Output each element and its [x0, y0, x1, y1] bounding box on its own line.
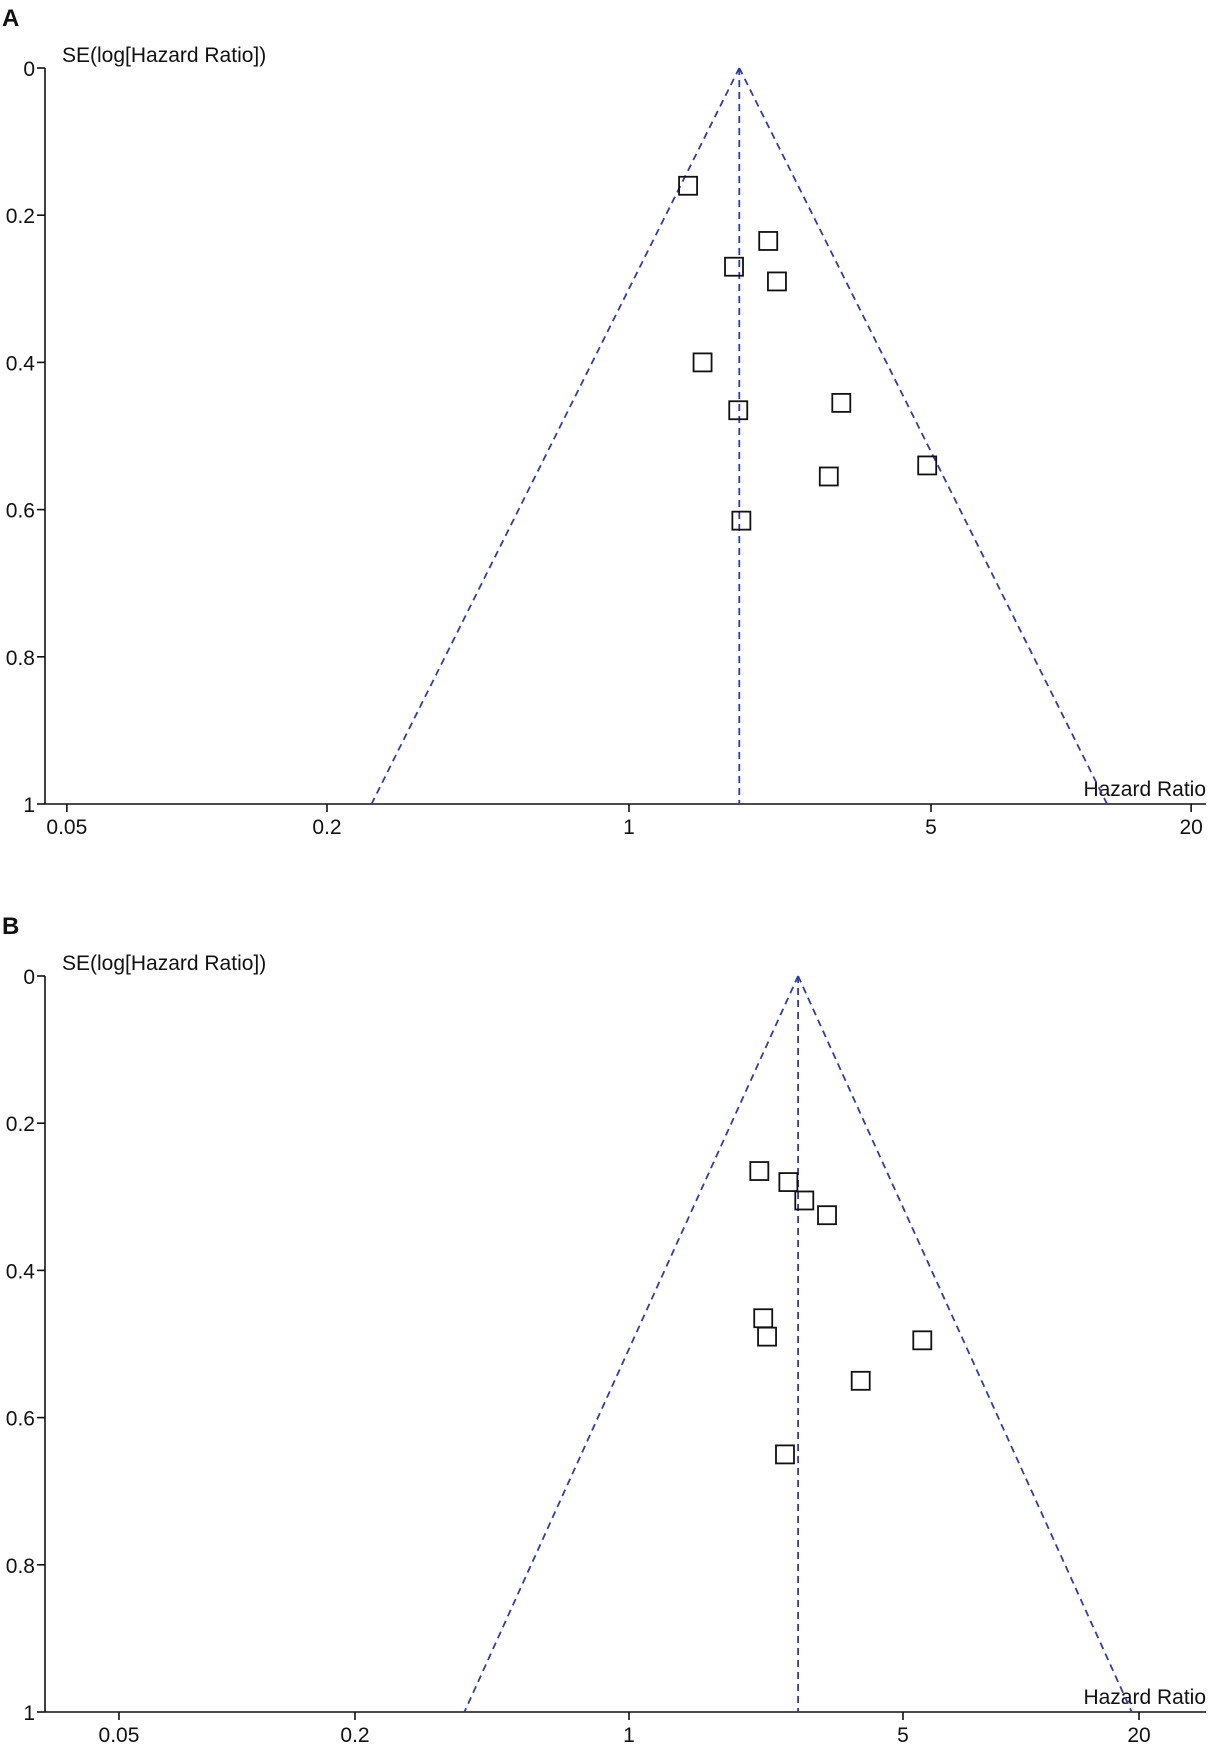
study-point — [728, 400, 749, 421]
study-point — [749, 1161, 770, 1181]
y-tick-label: 0.6 — [6, 1408, 35, 1431]
y-axis-title: SE(log[Hazard Ratio]) — [62, 952, 266, 975]
y-tick-label: 1 — [23, 794, 35, 817]
study-point — [778, 1172, 799, 1192]
study-point — [794, 1190, 815, 1211]
study-point — [678, 175, 698, 196]
study-point — [692, 352, 713, 373]
y-tick-label: 0 — [23, 966, 35, 989]
x-tick-label: 0.05 — [99, 1724, 140, 1747]
panel-letter: B — [2, 913, 19, 940]
x-tick-label: 20 — [1127, 1724, 1150, 1747]
y-tick-label: 0.8 — [6, 1555, 35, 1578]
y-tick-label: 1 — [23, 1702, 35, 1725]
y-tick-label: 0.2 — [6, 1113, 35, 1136]
x-axis-title: Hazard Ratio — [1083, 778, 1206, 801]
study-point — [731, 510, 752, 531]
study-point — [757, 1326, 777, 1347]
y-tick-label: 0.4 — [6, 352, 36, 375]
x-axis-title: Hazard Ratio — [1083, 1686, 1206, 1709]
study-point — [775, 1444, 795, 1465]
study-point — [818, 466, 839, 487]
funnel-right-limit — [797, 975, 1133, 1713]
study-point — [850, 1370, 871, 1391]
x-tick-label: 0.05 — [46, 816, 87, 839]
x-tick-label: 1 — [623, 1724, 635, 1747]
study-point — [912, 1330, 933, 1351]
study-point — [817, 1205, 837, 1226]
study-point — [767, 271, 787, 292]
panel-letter: A — [2, 5, 19, 32]
y-tick-label: 0.6 — [6, 500, 35, 523]
funnel-right-limit — [738, 67, 1108, 805]
y-tick-label: 0.8 — [6, 647, 35, 670]
study-point — [831, 392, 852, 413]
study-point — [753, 1308, 774, 1329]
study-point — [758, 231, 779, 251]
y-axis-title: SE(log[Hazard Ratio]) — [62, 44, 266, 67]
x-tick-label: 1 — [623, 816, 635, 839]
study-point — [917, 455, 938, 476]
x-tick-label: 20 — [1179, 816, 1202, 839]
y-tick-label: 0 — [23, 58, 35, 81]
study-point — [724, 256, 744, 277]
x-tick-label: 5 — [925, 816, 937, 839]
x-tick-label: 5 — [897, 1724, 909, 1747]
y-tick-label: 0.4 — [6, 1260, 36, 1283]
funnel-left-limit — [463, 975, 799, 1713]
x-tick-label: 0.2 — [340, 1724, 369, 1747]
x-tick-label: 0.2 — [312, 816, 341, 839]
funnel-left-limit — [370, 67, 741, 805]
y-tick-label: 0.2 — [6, 205, 35, 228]
